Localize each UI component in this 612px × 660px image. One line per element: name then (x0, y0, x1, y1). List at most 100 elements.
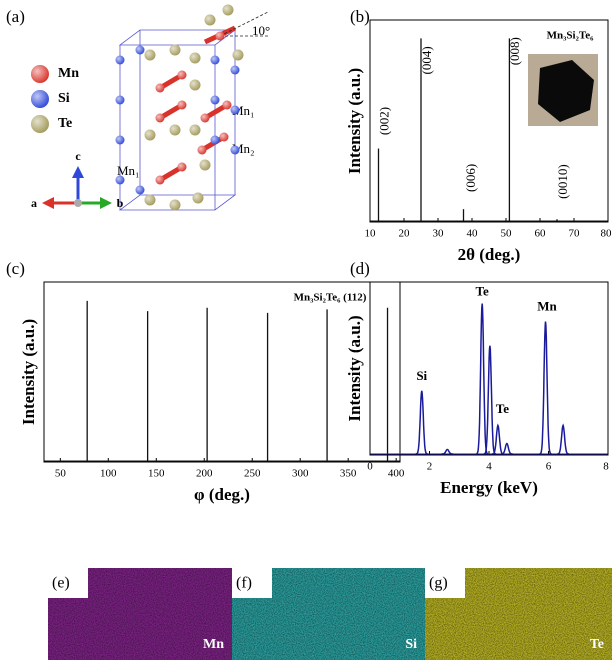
atom-shine (115, 55, 125, 65)
x-tick-label: 400 (388, 468, 405, 480)
atom-shine (192, 192, 204, 204)
peak (441, 448, 454, 455)
atom-shine (189, 124, 201, 136)
annotation: Si (416, 368, 427, 383)
atom-shine (115, 175, 125, 185)
atom-shine (144, 194, 156, 206)
atom-shine (169, 199, 181, 211)
atom-shine (210, 135, 220, 145)
map-element-label: Mn (203, 637, 224, 652)
legend-label: Te (58, 116, 72, 131)
atom-shine (177, 100, 187, 110)
chart-title: Mn₃Si₂Te₆ (547, 30, 594, 42)
x-tick-label: 6 (546, 461, 552, 473)
atom-shine (232, 49, 244, 61)
atom-shine (200, 113, 210, 123)
peak (415, 390, 428, 455)
x-tick-label: 10 (365, 228, 377, 240)
panel-label: (b) (350, 7, 370, 26)
peak (483, 345, 497, 455)
annotation: (006) (463, 164, 478, 192)
x-tick-label: 4 (486, 461, 492, 473)
legend-label: Si (58, 91, 70, 106)
x-tick-label: 0 (367, 461, 373, 473)
atom-shine (155, 83, 165, 93)
atom-shine (155, 175, 165, 185)
atom-shine (189, 79, 201, 91)
annotation: (008) (507, 37, 522, 65)
axis-glyph-label: b (117, 196, 124, 210)
panel-label: (f) (236, 575, 252, 592)
atom-shine (199, 159, 211, 171)
atom-shine (135, 185, 145, 195)
y-axis-title: Intensity (a.u.) (19, 319, 38, 425)
atom-shine (155, 113, 165, 123)
panel-label: (c) (6, 259, 25, 278)
atom-shine (230, 65, 240, 75)
x-tick-label: 50 (501, 228, 513, 240)
peak (539, 321, 552, 455)
annotation: Te (476, 284, 489, 299)
atom-shine (230, 145, 240, 155)
x-tick-label: 100 (100, 468, 117, 480)
panel-label: (d) (350, 259, 370, 278)
x-tick-label: 200 (196, 468, 213, 480)
plot-frame (369, 19, 609, 223)
legend-shine (31, 90, 49, 108)
plot-frame (43, 281, 401, 463)
x-tick-label: 350 (340, 468, 357, 480)
x-tick-label: 250 (244, 468, 261, 480)
x-axis-title: φ (deg.) (194, 485, 250, 504)
site-label: Mn₁ (117, 163, 140, 178)
x-axis-title: 2θ (deg.) (458, 245, 521, 264)
legend-shine (31, 65, 49, 83)
chart-title: Mn₃Si₂Te₆ (112) (294, 292, 367, 304)
atom-shine (177, 70, 187, 80)
atom-shine (169, 44, 181, 56)
atom-shine (215, 31, 225, 41)
atom-shine (230, 105, 240, 115)
x-tick-label: 70 (569, 228, 581, 240)
x-tick-label: 40 (467, 228, 479, 240)
annotation: (0010) (555, 164, 570, 199)
atom-shine (210, 55, 220, 65)
y-axis-title: Intensity (a.u.) (345, 68, 364, 174)
peak (492, 423, 504, 455)
x-tick-label: 150 (148, 468, 165, 480)
label-box (48, 568, 88, 598)
atom-shine (169, 124, 181, 136)
atom-shine (135, 45, 145, 55)
x-tick-label: 20 (399, 228, 411, 240)
annotation: (004) (419, 46, 434, 74)
atom-shine (219, 132, 229, 142)
plot-frame (369, 281, 609, 456)
axes-glyph (42, 166, 112, 209)
x-tick-label: 300 (292, 468, 309, 480)
annotation: (002) (376, 107, 391, 135)
atom-shine (204, 14, 216, 26)
axis-glyph-label: a (31, 196, 37, 210)
atom-shine (197, 145, 207, 155)
x-tick-label: 2 (427, 461, 433, 473)
angle-label: 10° (252, 23, 270, 38)
map-element-label: Si (405, 637, 417, 652)
x-tick-label: 50 (55, 468, 67, 480)
axis-glyph-label: c (75, 149, 81, 163)
atom-shine (115, 95, 125, 105)
panel-label: (g) (429, 575, 448, 592)
label-box (232, 568, 272, 598)
atom-shine (222, 100, 232, 110)
atom-shine (144, 129, 156, 141)
crystal-photo (528, 54, 598, 126)
atom-shine (189, 52, 201, 64)
legend-shine (31, 115, 49, 133)
annotation: Mn (537, 299, 557, 314)
x-tick-label: 30 (433, 228, 445, 240)
x-tick-label: 60 (535, 228, 547, 240)
panel-label: (a) (6, 7, 25, 26)
atom-shine (144, 49, 156, 61)
atom-shine (210, 95, 220, 105)
label-box (425, 568, 465, 598)
x-tick-label: 80 (601, 228, 612, 240)
